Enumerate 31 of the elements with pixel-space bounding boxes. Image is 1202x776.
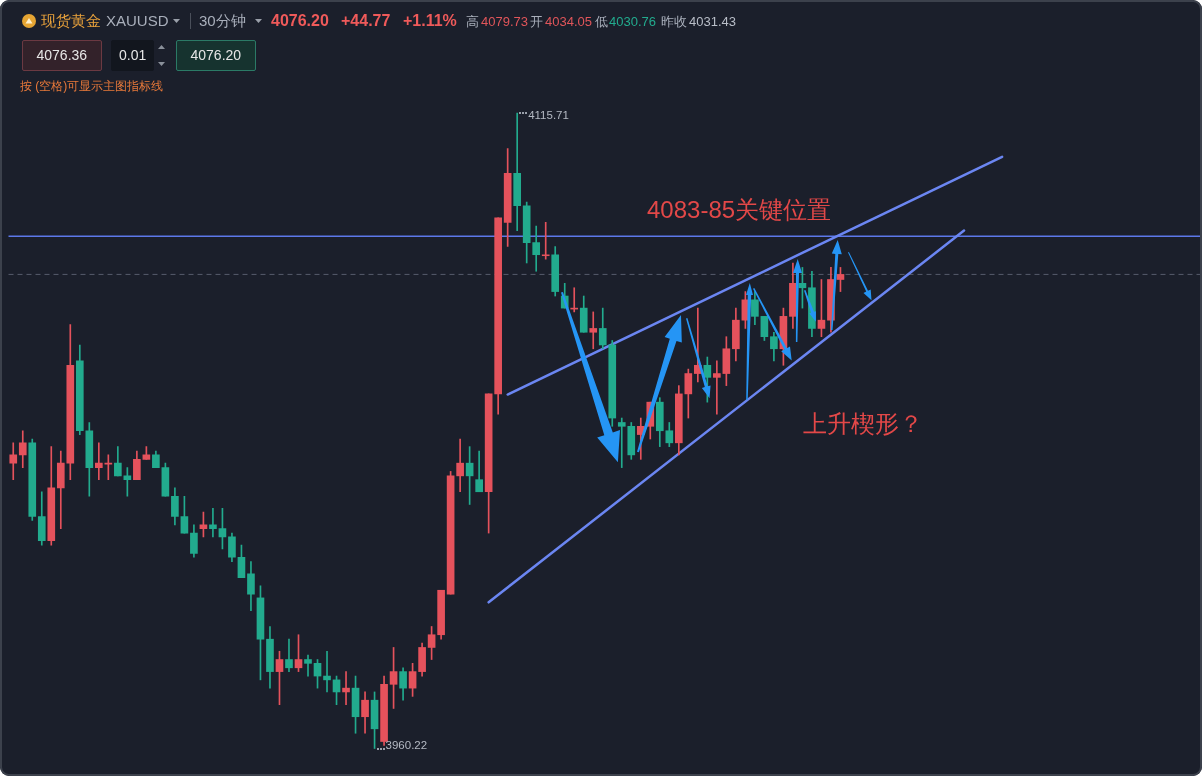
candlestick [342, 671, 350, 705]
text: 0.01 [119, 47, 147, 64]
candlestick [456, 438, 464, 493]
text: +44.77 [341, 11, 391, 31]
text: 昨收 [661, 14, 687, 30]
text: 30分钟 [199, 12, 246, 30]
candlestick [589, 311, 598, 350]
candlestick [541, 221, 550, 260]
chart-subtitle: XAUUSD [106, 12, 169, 30]
candlestick [9, 442, 18, 481]
text: 4079.73 [481, 14, 528, 30]
text: 低 [595, 14, 608, 30]
text: 开 [530, 14, 543, 30]
text: 4031.43 [689, 14, 736, 30]
text: 4030.76 [609, 14, 656, 30]
text: 高 [466, 14, 479, 30]
candlestick [713, 360, 721, 415]
text: +1.11% [403, 11, 457, 31]
text: 4076.36 [36, 47, 88, 64]
text: 4076.20 [271, 11, 329, 31]
candlestick [95, 442, 103, 481]
text: 按 (空格)可显示主图指标线 [20, 78, 164, 94]
chart-title: 现货黄金 [41, 12, 101, 30]
annotation: 3960.22 [385, 738, 428, 753]
annotation: 4115.71 [528, 109, 569, 123]
candlestick [323, 650, 331, 693]
candlestick [209, 507, 217, 538]
annotation: 上升楔形？ [803, 409, 923, 439]
text: 4034.05 [545, 14, 592, 30]
text: 4076.20 [190, 47, 242, 64]
ref-line-label: 4083-85关键位置 [647, 195, 832, 225]
